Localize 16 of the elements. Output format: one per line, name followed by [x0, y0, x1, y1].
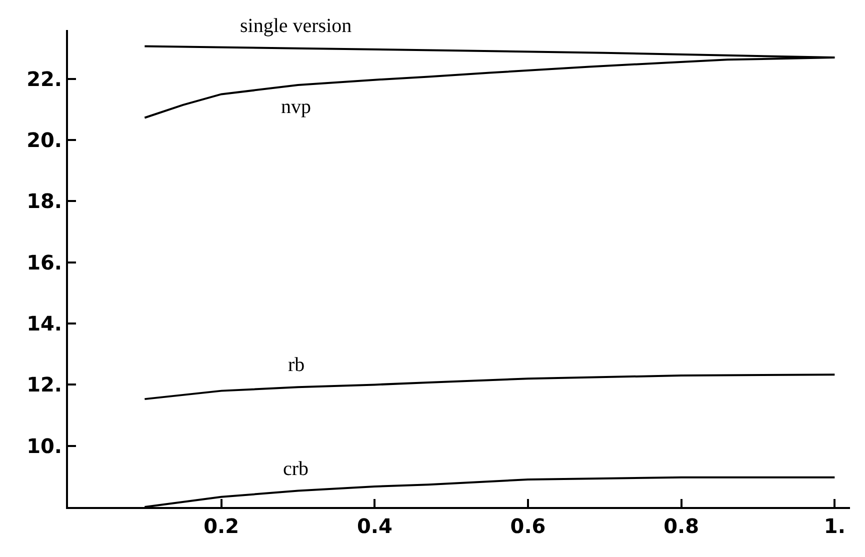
y-tick-label: 10.: [26, 434, 62, 458]
y-tick-label: 16.: [26, 250, 62, 274]
x-tick-label: 0.4: [356, 514, 392, 538]
series-label: single version: [240, 15, 352, 37]
x-tick-label: 0.8: [664, 514, 700, 538]
x-tick-label: 0.2: [204, 514, 240, 538]
y-tick-label: 14.: [26, 312, 62, 336]
y-tick-label: 22.: [26, 66, 62, 91]
series-label: crb: [283, 458, 309, 480]
y-tick-label: 20.: [26, 128, 62, 152]
series-label: nvp: [281, 96, 311, 118]
x-tick-label: 1.: [824, 514, 846, 538]
y-tick-label: 18.: [26, 189, 62, 214]
series-label: rb: [288, 354, 305, 376]
y-tick-label: 12.: [26, 372, 62, 397]
x-tick-label: 0.6: [510, 514, 546, 538]
